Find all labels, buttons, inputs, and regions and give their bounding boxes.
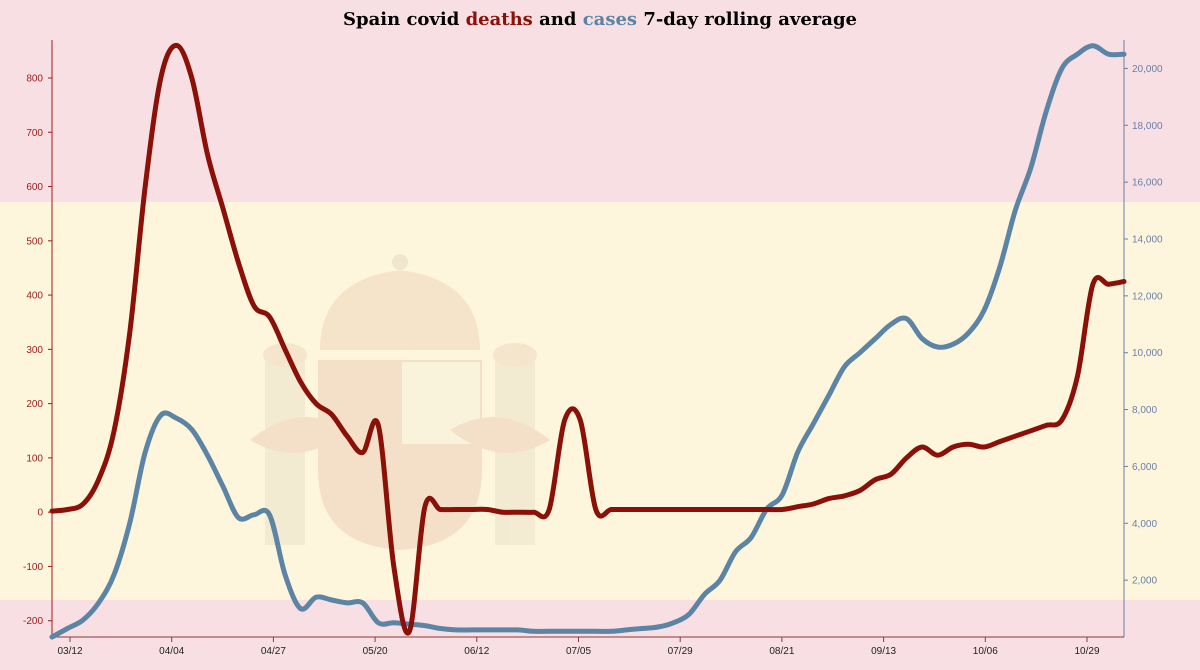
left-tick-label: 500 bbox=[26, 236, 43, 247]
x-tick-label: 06/12 bbox=[464, 646, 489, 657]
right-tick-label: 14,000 bbox=[1132, 235, 1163, 246]
right-tick-label: 20,000 bbox=[1132, 64, 1163, 75]
coat-of-arms-watermark bbox=[250, 254, 550, 550]
right-tick-label: 18,000 bbox=[1132, 121, 1163, 132]
crown-cross bbox=[392, 254, 408, 270]
left-tick-label: 300 bbox=[26, 345, 43, 356]
right-tick-label: 8,000 bbox=[1132, 405, 1157, 416]
x-tick-label: 04/27 bbox=[261, 646, 286, 657]
right-tick-label: 6,000 bbox=[1132, 462, 1157, 473]
flag-stripe-top bbox=[0, 0, 1200, 202]
left-tick-label: 700 bbox=[26, 128, 43, 139]
series-lines bbox=[49, 42, 1127, 640]
title-deaths-word: deaths bbox=[466, 9, 533, 30]
ribbon-left bbox=[250, 417, 350, 453]
x-tick-label: 08/21 bbox=[769, 646, 794, 657]
title-part-1: Spain covid bbox=[343, 9, 466, 30]
right-tick-label: 12,000 bbox=[1132, 291, 1163, 302]
crown bbox=[320, 270, 480, 350]
left-tick-label: 400 bbox=[26, 291, 43, 302]
left-tick-label: 600 bbox=[26, 182, 43, 193]
title-part-3: 7-day rolling average bbox=[637, 9, 857, 30]
left-tick-label: 0 bbox=[37, 508, 43, 519]
shield bbox=[318, 360, 482, 550]
right-tick-label: 10,000 bbox=[1132, 348, 1163, 359]
pillar-right-crown bbox=[493, 343, 537, 367]
x-tick-label: 09/13 bbox=[871, 646, 896, 657]
left-tick-label: 800 bbox=[26, 73, 43, 84]
chart-title: Spain covid deaths and cases 7-day rolli… bbox=[343, 9, 857, 30]
shield-quarter bbox=[402, 362, 480, 444]
title-cases-word: cases bbox=[583, 9, 637, 30]
axes: -200 -100 0 100 200 300 400 500 600 700 800 2,000 4,… bbox=[23, 40, 1163, 657]
left-tick-label: 100 bbox=[26, 453, 43, 464]
flag-stripe-middle bbox=[0, 202, 1200, 600]
right-tick-label: 16,000 bbox=[1132, 178, 1163, 189]
title-part-2: and bbox=[533, 9, 583, 30]
x-tick-label: 07/05 bbox=[566, 646, 591, 657]
ribbon-right bbox=[450, 417, 550, 453]
x-tick-label: 03/12 bbox=[57, 646, 82, 657]
left-tick-label: -200 bbox=[23, 616, 43, 627]
left-tick-label: -100 bbox=[23, 562, 43, 573]
x-tick-label: 07/29 bbox=[668, 646, 693, 657]
series-line-deaths bbox=[49, 42, 1127, 636]
right-tick-label: 4,000 bbox=[1132, 519, 1157, 530]
x-tick-label: 10/06 bbox=[973, 646, 998, 657]
coat-of-arms-group bbox=[250, 254, 550, 550]
series-line-cases bbox=[49, 43, 1127, 640]
left-tick-label: 200 bbox=[26, 399, 43, 410]
x-tick-label: 10/29 bbox=[1074, 646, 1099, 657]
right-tick-label: 2,000 bbox=[1132, 576, 1157, 587]
x-tick-label: 04/04 bbox=[159, 646, 184, 657]
flag-stripe-bottom bbox=[0, 600, 1200, 670]
x-tick-label: 05/20 bbox=[363, 646, 388, 657]
